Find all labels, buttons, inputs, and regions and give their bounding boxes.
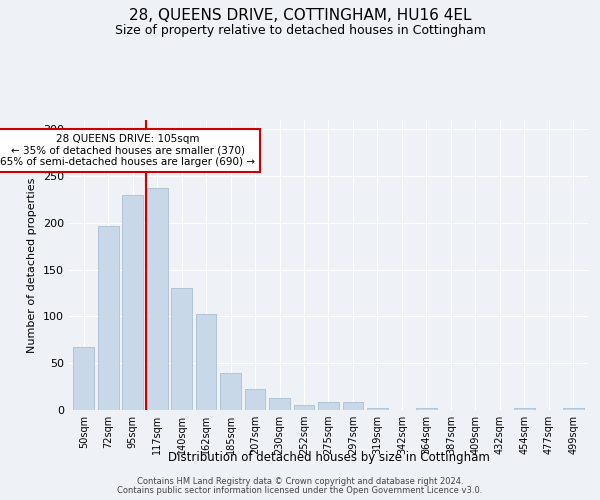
Bar [122, 195, 143, 410]
Bar [220, 372, 241, 410]
Bar [269, 398, 290, 410]
Bar [98, 226, 119, 410]
Text: Contains HM Land Registry data © Crown copyright and database right 2024.: Contains HM Land Registry data © Crown c… [137, 477, 463, 486]
Bar [416, 408, 437, 410]
Y-axis label: Number of detached properties: Number of detached properties [28, 178, 37, 352]
Bar [171, 288, 192, 410]
Bar [293, 406, 314, 410]
Text: Size of property relative to detached houses in Cottingham: Size of property relative to detached ho… [115, 24, 485, 37]
Bar [367, 408, 388, 410]
Text: Contains public sector information licensed under the Open Government Licence v3: Contains public sector information licen… [118, 486, 482, 495]
Text: 28 QUEENS DRIVE: 105sqm
← 35% of detached houses are smaller (370)
65% of semi-d: 28 QUEENS DRIVE: 105sqm ← 35% of detache… [0, 134, 255, 167]
Bar [563, 408, 584, 410]
Bar [318, 402, 339, 410]
Bar [196, 314, 217, 410]
Bar [245, 390, 265, 410]
Bar [343, 402, 364, 410]
Bar [147, 188, 167, 410]
Bar [514, 408, 535, 410]
Bar [73, 348, 94, 410]
Text: Distribution of detached houses by size in Cottingham: Distribution of detached houses by size … [168, 451, 490, 464]
Text: 28, QUEENS DRIVE, COTTINGHAM, HU16 4EL: 28, QUEENS DRIVE, COTTINGHAM, HU16 4EL [129, 8, 471, 22]
